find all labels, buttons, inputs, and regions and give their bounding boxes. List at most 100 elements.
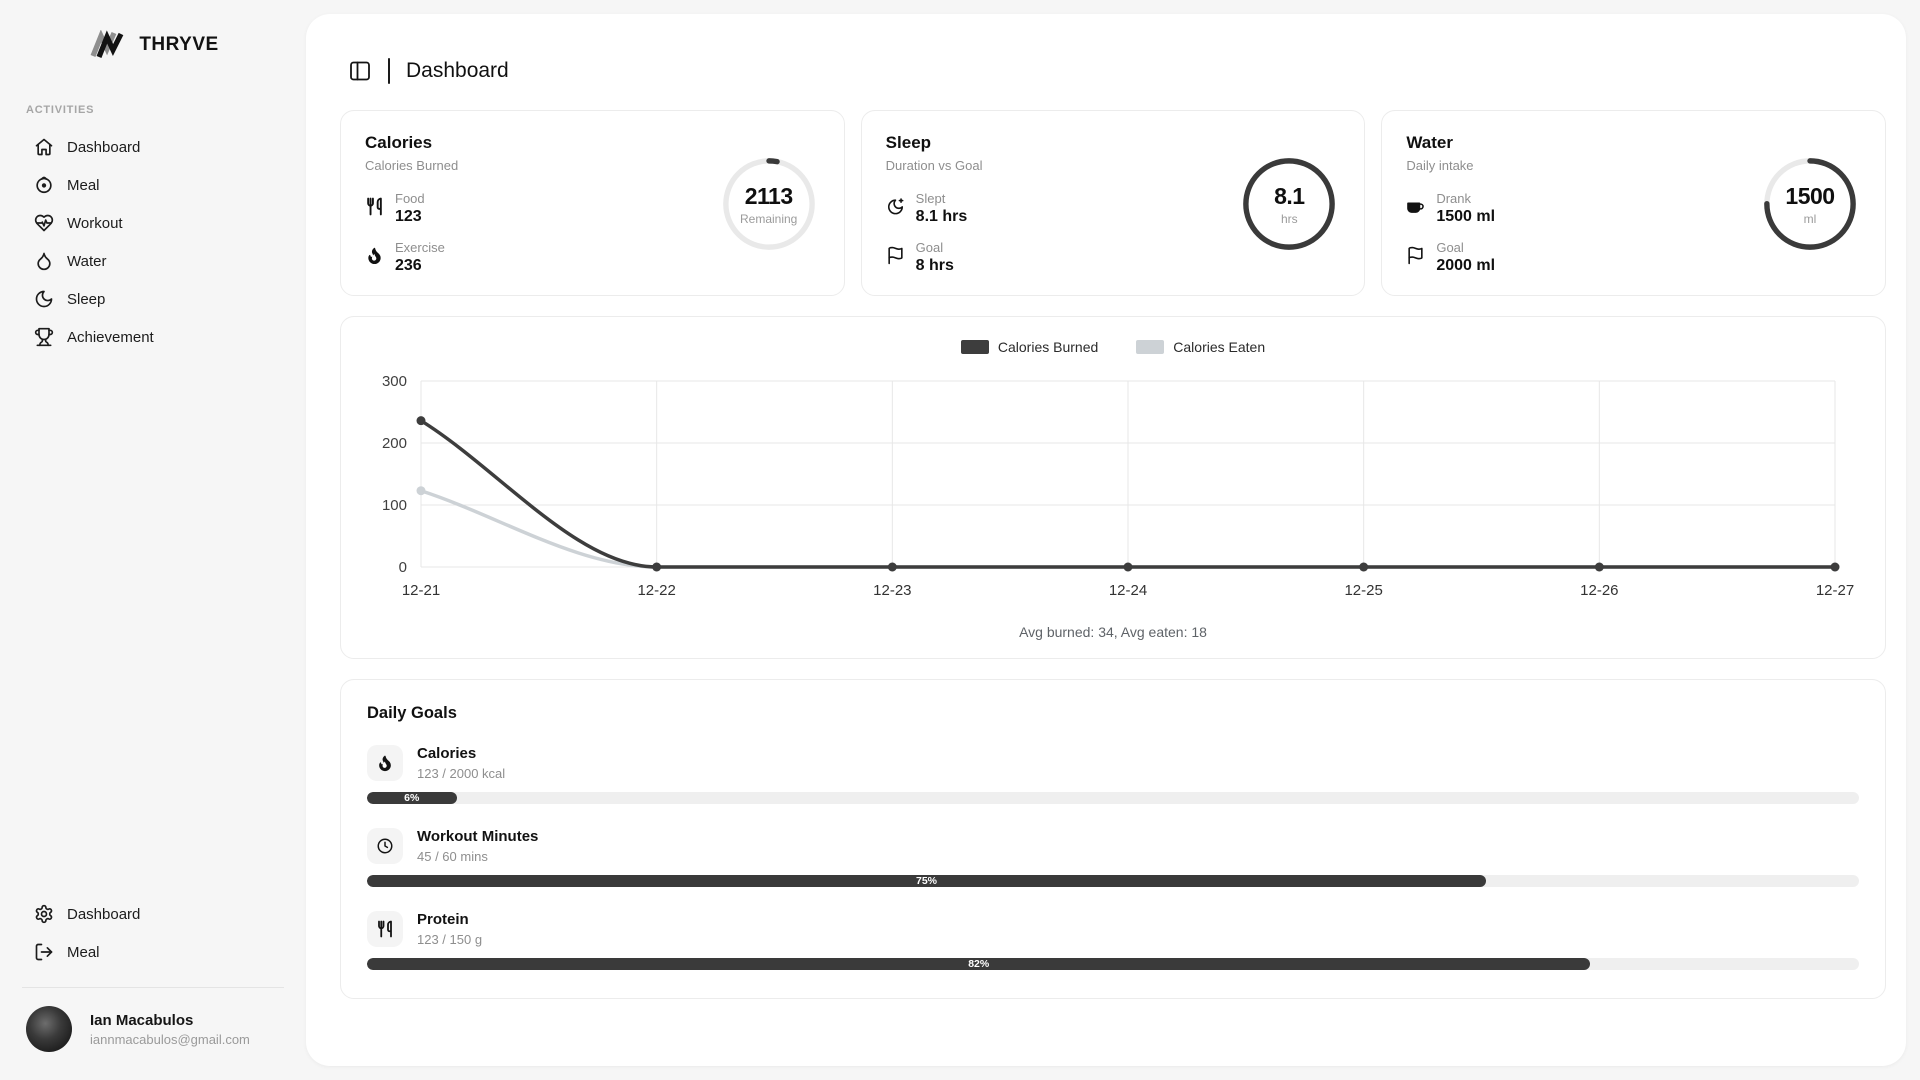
sidebar-item-achievement-label: Achievement [67, 328, 154, 346]
flag-icon [1406, 246, 1425, 265]
goal-progress-fill: 82% [367, 958, 1591, 970]
svg-text:300: 300 [382, 373, 407, 390]
cup-icon [1406, 197, 1425, 216]
stat-row-value: 8 hrs [915, 257, 954, 274]
stat-row-food: Food 123 [365, 191, 458, 226]
brand-logo-icon [90, 30, 124, 58]
sidebar-toggle-icon[interactable] [348, 59, 372, 83]
goal-label: Calories [417, 745, 477, 762]
goal-percent-label: 6% [404, 792, 420, 804]
workout-icon [34, 213, 54, 233]
legend-swatch [960, 340, 989, 354]
chart-legend: Calories Burned Calories Eaten [365, 339, 1861, 355]
sidebar-item-workout[interactable]: Workout [0, 204, 306, 242]
goal-progress-text: 123 / 2000 kcal [417, 766, 506, 781]
sidebar-item-sleep-label: Sleep [67, 290, 106, 308]
stat-row-label: Goal [1436, 240, 1464, 255]
goal-progress-text: 45 / 60 mins [417, 849, 488, 864]
svg-text:100: 100 [382, 497, 407, 514]
svg-text:12-22: 12-22 [637, 582, 675, 599]
sidebar-item-workout-label: Workout [67, 214, 123, 232]
brand-name: THRYVE [139, 34, 219, 55]
sidebar-item-meal[interactable]: Meal [0, 166, 306, 204]
logout-icon [34, 942, 54, 962]
chart-caption: Avg burned: 34, Avg eaten: 18 [1019, 624, 1207, 640]
sidebar: THRYVE ACTIVITIES Dashboard Meal Workout… [0, 0, 306, 1080]
legend-swatch [1136, 340, 1165, 354]
stat-row-label: Drank [1436, 191, 1472, 206]
goal-progress-bar: 75% [367, 875, 1859, 887]
sidebar-item-edit-preferences[interactable]: Dashboard [0, 895, 306, 933]
sidebar-item-sleep[interactable]: Sleep [0, 280, 306, 318]
stat-row-value: 8.1 hrs [915, 208, 968, 225]
daily-goals-list: Calories 123 / 2000 kcal 6% Workout Minu… [367, 745, 1859, 970]
stat-row-exercise: Exercise 236 [365, 240, 458, 275]
water-icon [34, 251, 54, 271]
meal-icon [34, 175, 54, 195]
goal-item-calories: Calories 123 / 2000 kcal 6% [367, 745, 1859, 804]
svg-text:0: 0 [399, 559, 407, 576]
goal-item-protein: Protein 123 / 150 g 82% [367, 911, 1859, 970]
stat-row-label: Goal [915, 240, 944, 255]
main-panel: Dashboard Calories Calories Burned Food … [306, 14, 1906, 1066]
sidebar-item-logout[interactable]: Meal [0, 933, 306, 971]
goal-percent-label: 82% [968, 958, 990, 970]
goal-label: Workout Minutes [417, 828, 539, 845]
svg-text:12-24: 12-24 [1109, 582, 1147, 599]
stat-cards-row: Calories Calories Burned Food 123 Exer [340, 110, 1887, 296]
sidebar-item-logout-label: Meal [67, 943, 100, 961]
legend-label: Calories Eaten [1173, 339, 1266, 355]
utensils-icon [376, 920, 394, 938]
legend-label: Calories Burned [997, 339, 1099, 355]
goal-progress-fill: 75% [367, 875, 1486, 887]
brand-logo: THRYVE [0, 30, 306, 60]
stat-row-value: 1500 ml [1436, 208, 1496, 225]
stat-row-drank: Drank 1500 ml [1406, 191, 1495, 226]
ring-value: 2113 [744, 182, 793, 209]
moon-star-icon [886, 197, 905, 216]
achievement-icon [34, 327, 54, 347]
ring-unit: hrs [1281, 211, 1298, 226]
sidebar-item-dashboard[interactable]: Dashboard [0, 128, 306, 166]
sidebar-item-edit-preferences-label: Dashboard [67, 905, 141, 923]
utensils-icon [365, 197, 384, 216]
daily-goals-title: Daily Goals [367, 704, 457, 722]
header-separator [388, 58, 390, 84]
legend-item: Calories Eaten [1136, 339, 1265, 355]
stat-card-title: Water [1406, 133, 1453, 152]
svg-text:200: 200 [382, 435, 407, 452]
dashboard-icon [34, 137, 54, 157]
progress-ring-water: 1500 ml [1761, 155, 1859, 253]
sidebar-item-meal-label: Meal [67, 176, 100, 194]
stat-card-sleep: Sleep Duration vs Goal Slept 8.1 hrs G [860, 110, 1366, 296]
goal-icon-tile [367, 828, 403, 864]
goal-icon-tile [367, 745, 403, 781]
stat-row-goal: Goal 2000 ml [1406, 240, 1495, 275]
stat-row-value: 2000 ml [1436, 257, 1496, 274]
stat-card-title: Calories [365, 133, 433, 152]
goal-label: Protein [417, 911, 469, 928]
stat-row-goal: Goal 8 hrs [886, 240, 983, 275]
goal-item-workout-minutes: Workout Minutes 45 / 60 mins 75% [367, 828, 1859, 887]
stat-card-subtitle: Duration vs Goal [885, 158, 983, 173]
sidebar-item-achievement[interactable]: Achievement [0, 318, 306, 356]
sidebar-item-water[interactable]: Water [0, 242, 306, 280]
stat-card-subtitle: Calories Burned [365, 158, 459, 173]
ring-unit: Remaining [739, 211, 798, 226]
goal-progress-fill: 6% [367, 792, 457, 804]
progress-ring-sleep: 8.1 hrs [1240, 155, 1338, 253]
goal-progress-bar: 6% [367, 792, 1859, 804]
stat-row-value: 236 [395, 257, 422, 274]
page-header: Dashboard [340, 58, 1886, 84]
user-profile: Ian Macabulos iannmacabulos@gmail.com [0, 1002, 306, 1060]
sidebar-divider [22, 987, 284, 988]
sidebar-item-dashboard-label: Dashboard [67, 138, 141, 156]
svg-text:12-26: 12-26 [1580, 582, 1618, 599]
ring-unit: ml [1803, 211, 1817, 226]
stat-row-slept: Slept 8.1 hrs [886, 191, 983, 226]
svg-text:12-25: 12-25 [1344, 582, 1382, 599]
stat-card-water: Water Daily intake Drank 1500 ml Goal [1381, 110, 1887, 296]
goal-progress-bar: 82% [367, 958, 1859, 970]
goal-progress-text: 123 / 150 g [417, 932, 483, 947]
stat-row-label: Food [395, 191, 425, 206]
